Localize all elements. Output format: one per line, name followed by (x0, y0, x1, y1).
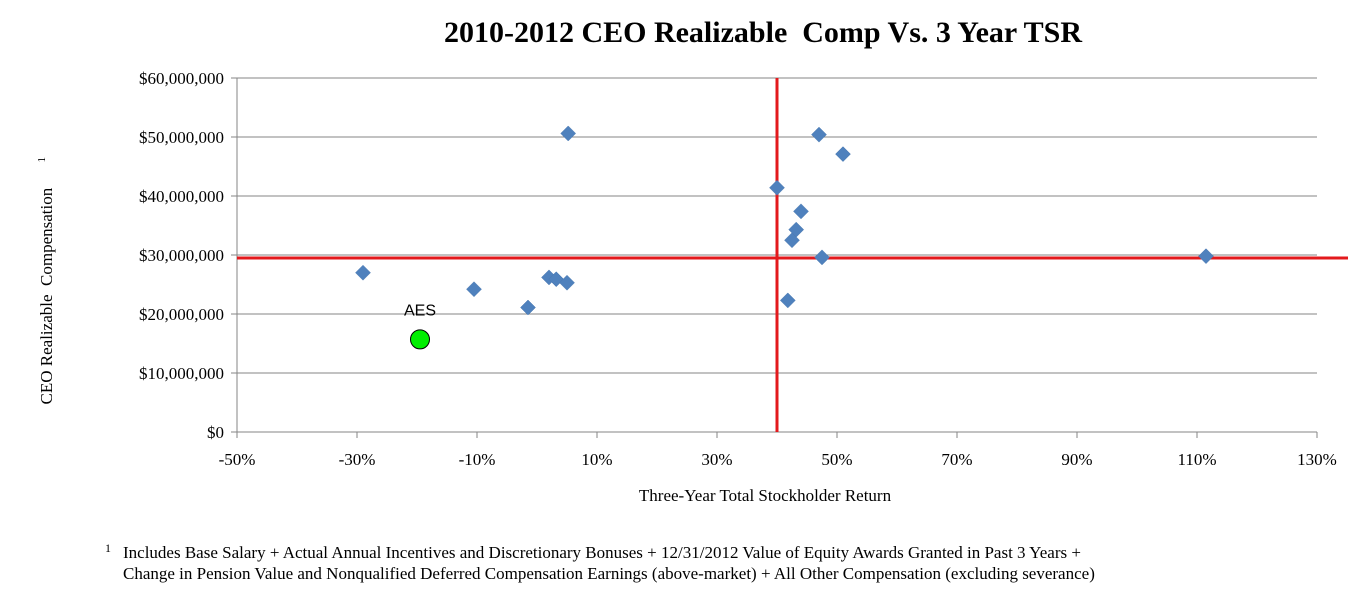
data-point (835, 146, 851, 162)
data-point (355, 264, 371, 281)
x-tick-label: 70% (941, 450, 972, 469)
data-point (814, 249, 830, 266)
data-point (520, 299, 536, 316)
x-tick-label: 130% (1297, 450, 1337, 469)
data-point (466, 281, 482, 298)
y-axis-title-superscript: 1 (36, 157, 48, 163)
chart-title: 2010-2012 CEO Realizable Comp Vs. 3 Year… (444, 16, 1082, 49)
x-tick-label: 10% (581, 450, 612, 469)
data-points: AES (355, 125, 1214, 350)
footnote-marker: 1 (105, 541, 111, 555)
x-tick-label: 110% (1177, 450, 1216, 469)
reference-lines (237, 78, 1348, 432)
scatter-chart: 2010-2012 CEO Realizable Comp Vs. 3 Year… (30, 16, 1348, 505)
x-tick-label: -50% (219, 450, 256, 469)
y-tick-label: $40,000,000 (139, 187, 224, 206)
x-tick-label: 90% (1061, 450, 1092, 469)
footnote: 1 Includes Base Salary + Actual Annual I… (105, 541, 1335, 584)
data-point (769, 179, 785, 196)
data-point (560, 125, 577, 142)
y-tick-label: $50,000,000 (139, 128, 224, 147)
footnote-line-1: Includes Base Salary + Actual Annual Inc… (123, 543, 1081, 562)
data-point (1198, 248, 1214, 265)
y-axis-title: CEO Realizable Compensation 1 (30, 144, 56, 425)
y-tick-label: $60,000,000 (139, 69, 224, 88)
x-axis-title: Three-Year Total Stockholder Return (639, 486, 892, 505)
footnote-line-2: Change in Pension Value and Nonqualified… (123, 564, 1095, 583)
y-tick-label: $0 (207, 423, 224, 442)
x-axis: -50% -30% -10% 10% 30% 50% 70% 90% 110% 130% (219, 431, 1337, 469)
data-point (793, 203, 809, 220)
y-axis-title-text: CEO Realizable Compensation (37, 187, 56, 404)
data-point (811, 126, 827, 143)
data-point-highlight (410, 329, 430, 350)
data-point (559, 274, 575, 291)
y-tick-label: $10,000,000 (139, 364, 224, 383)
x-tick-label: -10% (459, 450, 496, 469)
data-point (779, 292, 796, 309)
x-tick-label: 50% (821, 450, 852, 469)
y-tick-label: $30,000,000 (139, 246, 224, 265)
y-axis: $0 $10,000,000 $20,000,000 $30,000,000 $40,0… (139, 69, 238, 442)
x-tick-label: 30% (701, 450, 732, 469)
data-point (788, 221, 805, 238)
y-tick-label: $20,000,000 (139, 305, 224, 324)
x-tick-label: -30% (339, 450, 376, 469)
data-label: AES (404, 302, 436, 319)
